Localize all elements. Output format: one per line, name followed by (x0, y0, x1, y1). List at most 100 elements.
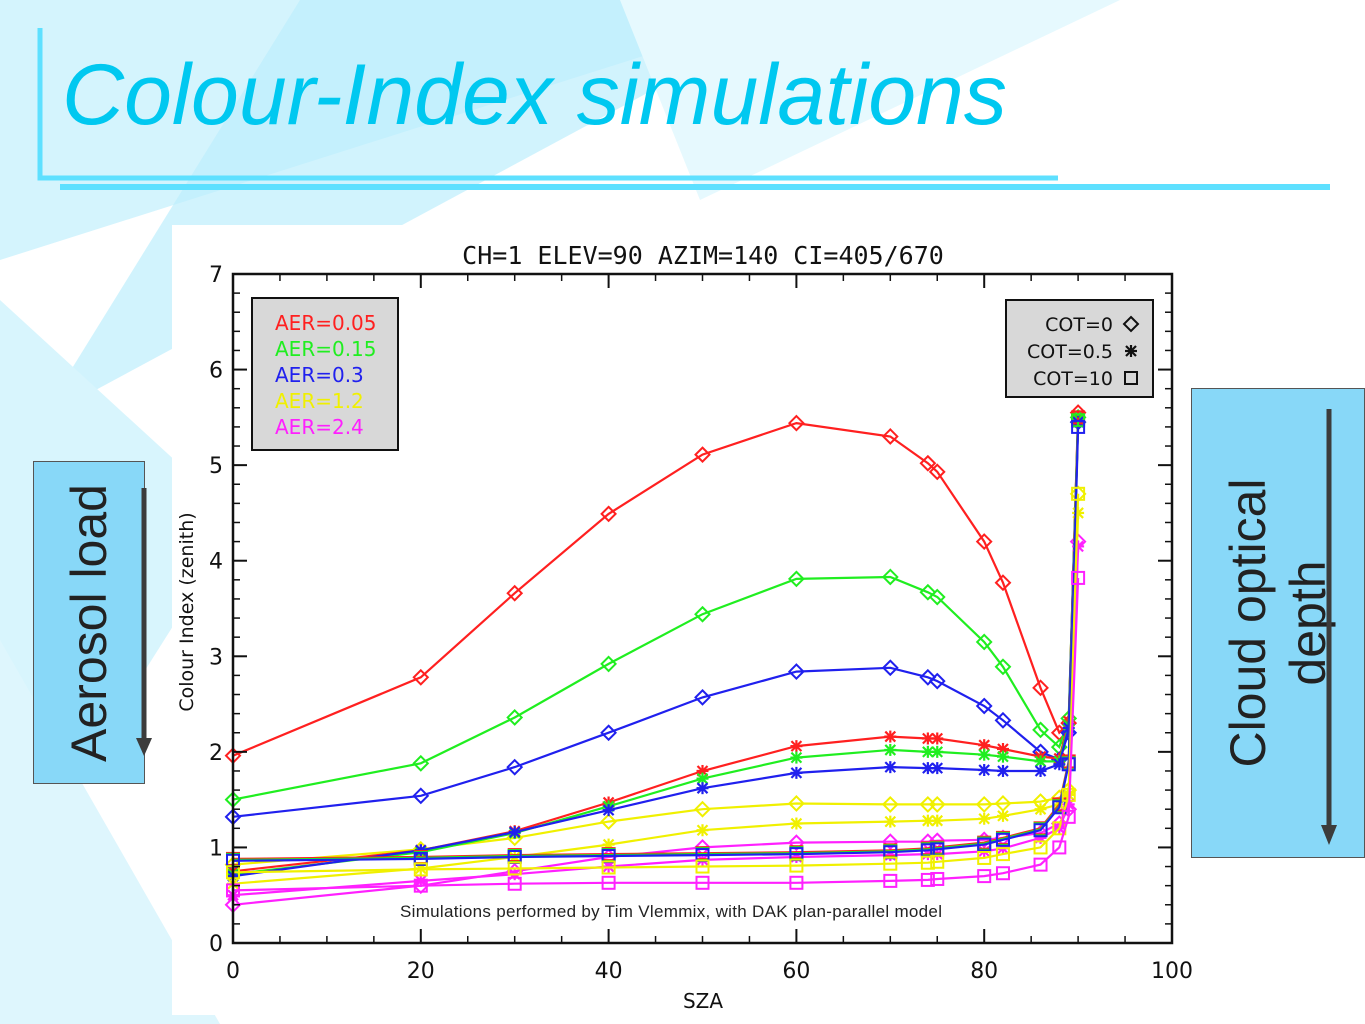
data-point-diamond (694, 446, 711, 464)
data-point-diamond (919, 668, 937, 686)
data-point-square (930, 854, 945, 869)
data-point-asterisk (696, 772, 709, 785)
data-point-diamond (881, 659, 899, 677)
y-tick-label: 6 (209, 359, 223, 384)
x-tick-label: 40 (595, 959, 623, 984)
legend-marker-square (1124, 371, 1138, 385)
data-point-asterisk (414, 874, 427, 887)
data-point-square (789, 875, 804, 890)
x-axis-label: SZA (683, 989, 723, 1013)
data-point-diamond (787, 834, 805, 852)
data-point-diamond (694, 688, 711, 706)
data-point-square (601, 860, 616, 875)
series-line (232, 412, 1080, 757)
x-tick-label: 0 (226, 959, 240, 984)
data-point-square (1071, 486, 1086, 501)
data-point-square (601, 875, 616, 890)
data-point-square (695, 875, 710, 890)
data-point-diamond (881, 568, 899, 586)
data-point-asterisk (931, 814, 944, 827)
data-point-diamond (919, 454, 937, 472)
data-point-square (930, 871, 945, 886)
arrow-down-icon (136, 488, 152, 756)
legend-aerosol-item: AER=0.3 (275, 363, 364, 387)
x-tick-label: 80 (970, 959, 998, 984)
slide-title: Colour-Index simulations (62, 47, 1007, 143)
data-point-square (789, 858, 804, 873)
data-point-diamond (975, 697, 993, 715)
data-point-asterisk (996, 764, 1009, 777)
legend-aerosol-box (251, 297, 399, 451)
series-layer (224, 404, 1087, 914)
data-point-diamond (994, 711, 1012, 729)
data-point-square (1033, 840, 1048, 855)
data-point-asterisk (696, 824, 709, 837)
data-point-square (995, 832, 1010, 847)
bg-triangle-4 (620, 0, 1120, 200)
y-tick-label: 5 (209, 454, 223, 479)
data-point-diamond (919, 583, 937, 601)
y-tick-label: 7 (209, 263, 223, 288)
data-point-diamond (412, 754, 430, 772)
data-point-diamond (1032, 679, 1049, 697)
data-point-asterisk (996, 750, 1009, 763)
cloud-optical-depth-line1: Cloud optical (1220, 478, 1276, 768)
data-point-square (507, 876, 522, 891)
aerosol-load-label: Aerosol load (61, 483, 117, 762)
data-point-square (995, 847, 1010, 862)
legend-cot-item: COT=0.5 (1027, 341, 1113, 363)
series-line (232, 417, 1080, 801)
arrow-down-icon (1321, 409, 1337, 845)
data-point-square (1033, 823, 1048, 838)
data-point-square (883, 873, 898, 888)
data-point-diamond (412, 668, 430, 686)
data-point-square (920, 872, 935, 887)
legend-aerosol-item: AER=0.05 (275, 311, 377, 335)
data-point-square (883, 856, 898, 871)
data-point-asterisk (1034, 764, 1047, 777)
data-point-diamond (600, 505, 618, 523)
y-tick-label: 0 (209, 932, 223, 957)
data-point-asterisk (602, 804, 615, 817)
data-point-diamond (506, 709, 524, 726)
data-point-asterisk (921, 814, 934, 827)
data-point-diamond (881, 428, 899, 445)
legend-aerosol-item: AER=0.15 (275, 337, 377, 361)
cloud-optical-depth-box: Cloud optical depth (1191, 388, 1365, 858)
y-tick-label: 4 (209, 550, 223, 575)
y-tick-label: 1 (209, 836, 223, 861)
series-14 (226, 570, 1086, 898)
data-point-square (977, 850, 992, 865)
data-point-asterisk (790, 740, 803, 753)
data-point-diamond (787, 570, 805, 588)
legend-cot: COT=0 COT=0.5 COT=10 (1005, 299, 1154, 398)
legend-aerosol-item: AER=2.4 (275, 415, 364, 439)
aerosol-load-box: Aerosol load (33, 461, 152, 784)
legend-marker-asterisk (1125, 345, 1137, 357)
legend-marker-diamond (1122, 315, 1140, 333)
series-line (232, 426, 1080, 862)
data-point-asterisk (931, 732, 944, 745)
data-point-diamond (994, 574, 1012, 592)
data-point-square (413, 878, 428, 893)
x-tick-label: 60 (782, 959, 810, 984)
data-point-diamond (975, 533, 993, 551)
legend-cot-item: COT=0 (1045, 314, 1113, 336)
data-point-asterisk (931, 762, 944, 775)
data-point-square (695, 859, 710, 874)
data-point-square (1052, 840, 1067, 855)
data-point-asterisk (931, 745, 944, 758)
data-point-diamond (694, 800, 711, 818)
credit-note: Simulations performed by Tim Vlemmix, wi… (400, 902, 943, 921)
data-point-diamond (881, 796, 899, 813)
data-point-square (1071, 419, 1086, 434)
data-point-diamond (506, 758, 524, 776)
data-point-diamond (600, 813, 618, 831)
data-point-square (977, 869, 992, 884)
data-point-square (507, 861, 522, 876)
data-point-asterisk (884, 815, 897, 828)
data-point-asterisk (508, 826, 521, 839)
data-point-square (977, 837, 992, 852)
data-point-diamond (787, 795, 805, 812)
